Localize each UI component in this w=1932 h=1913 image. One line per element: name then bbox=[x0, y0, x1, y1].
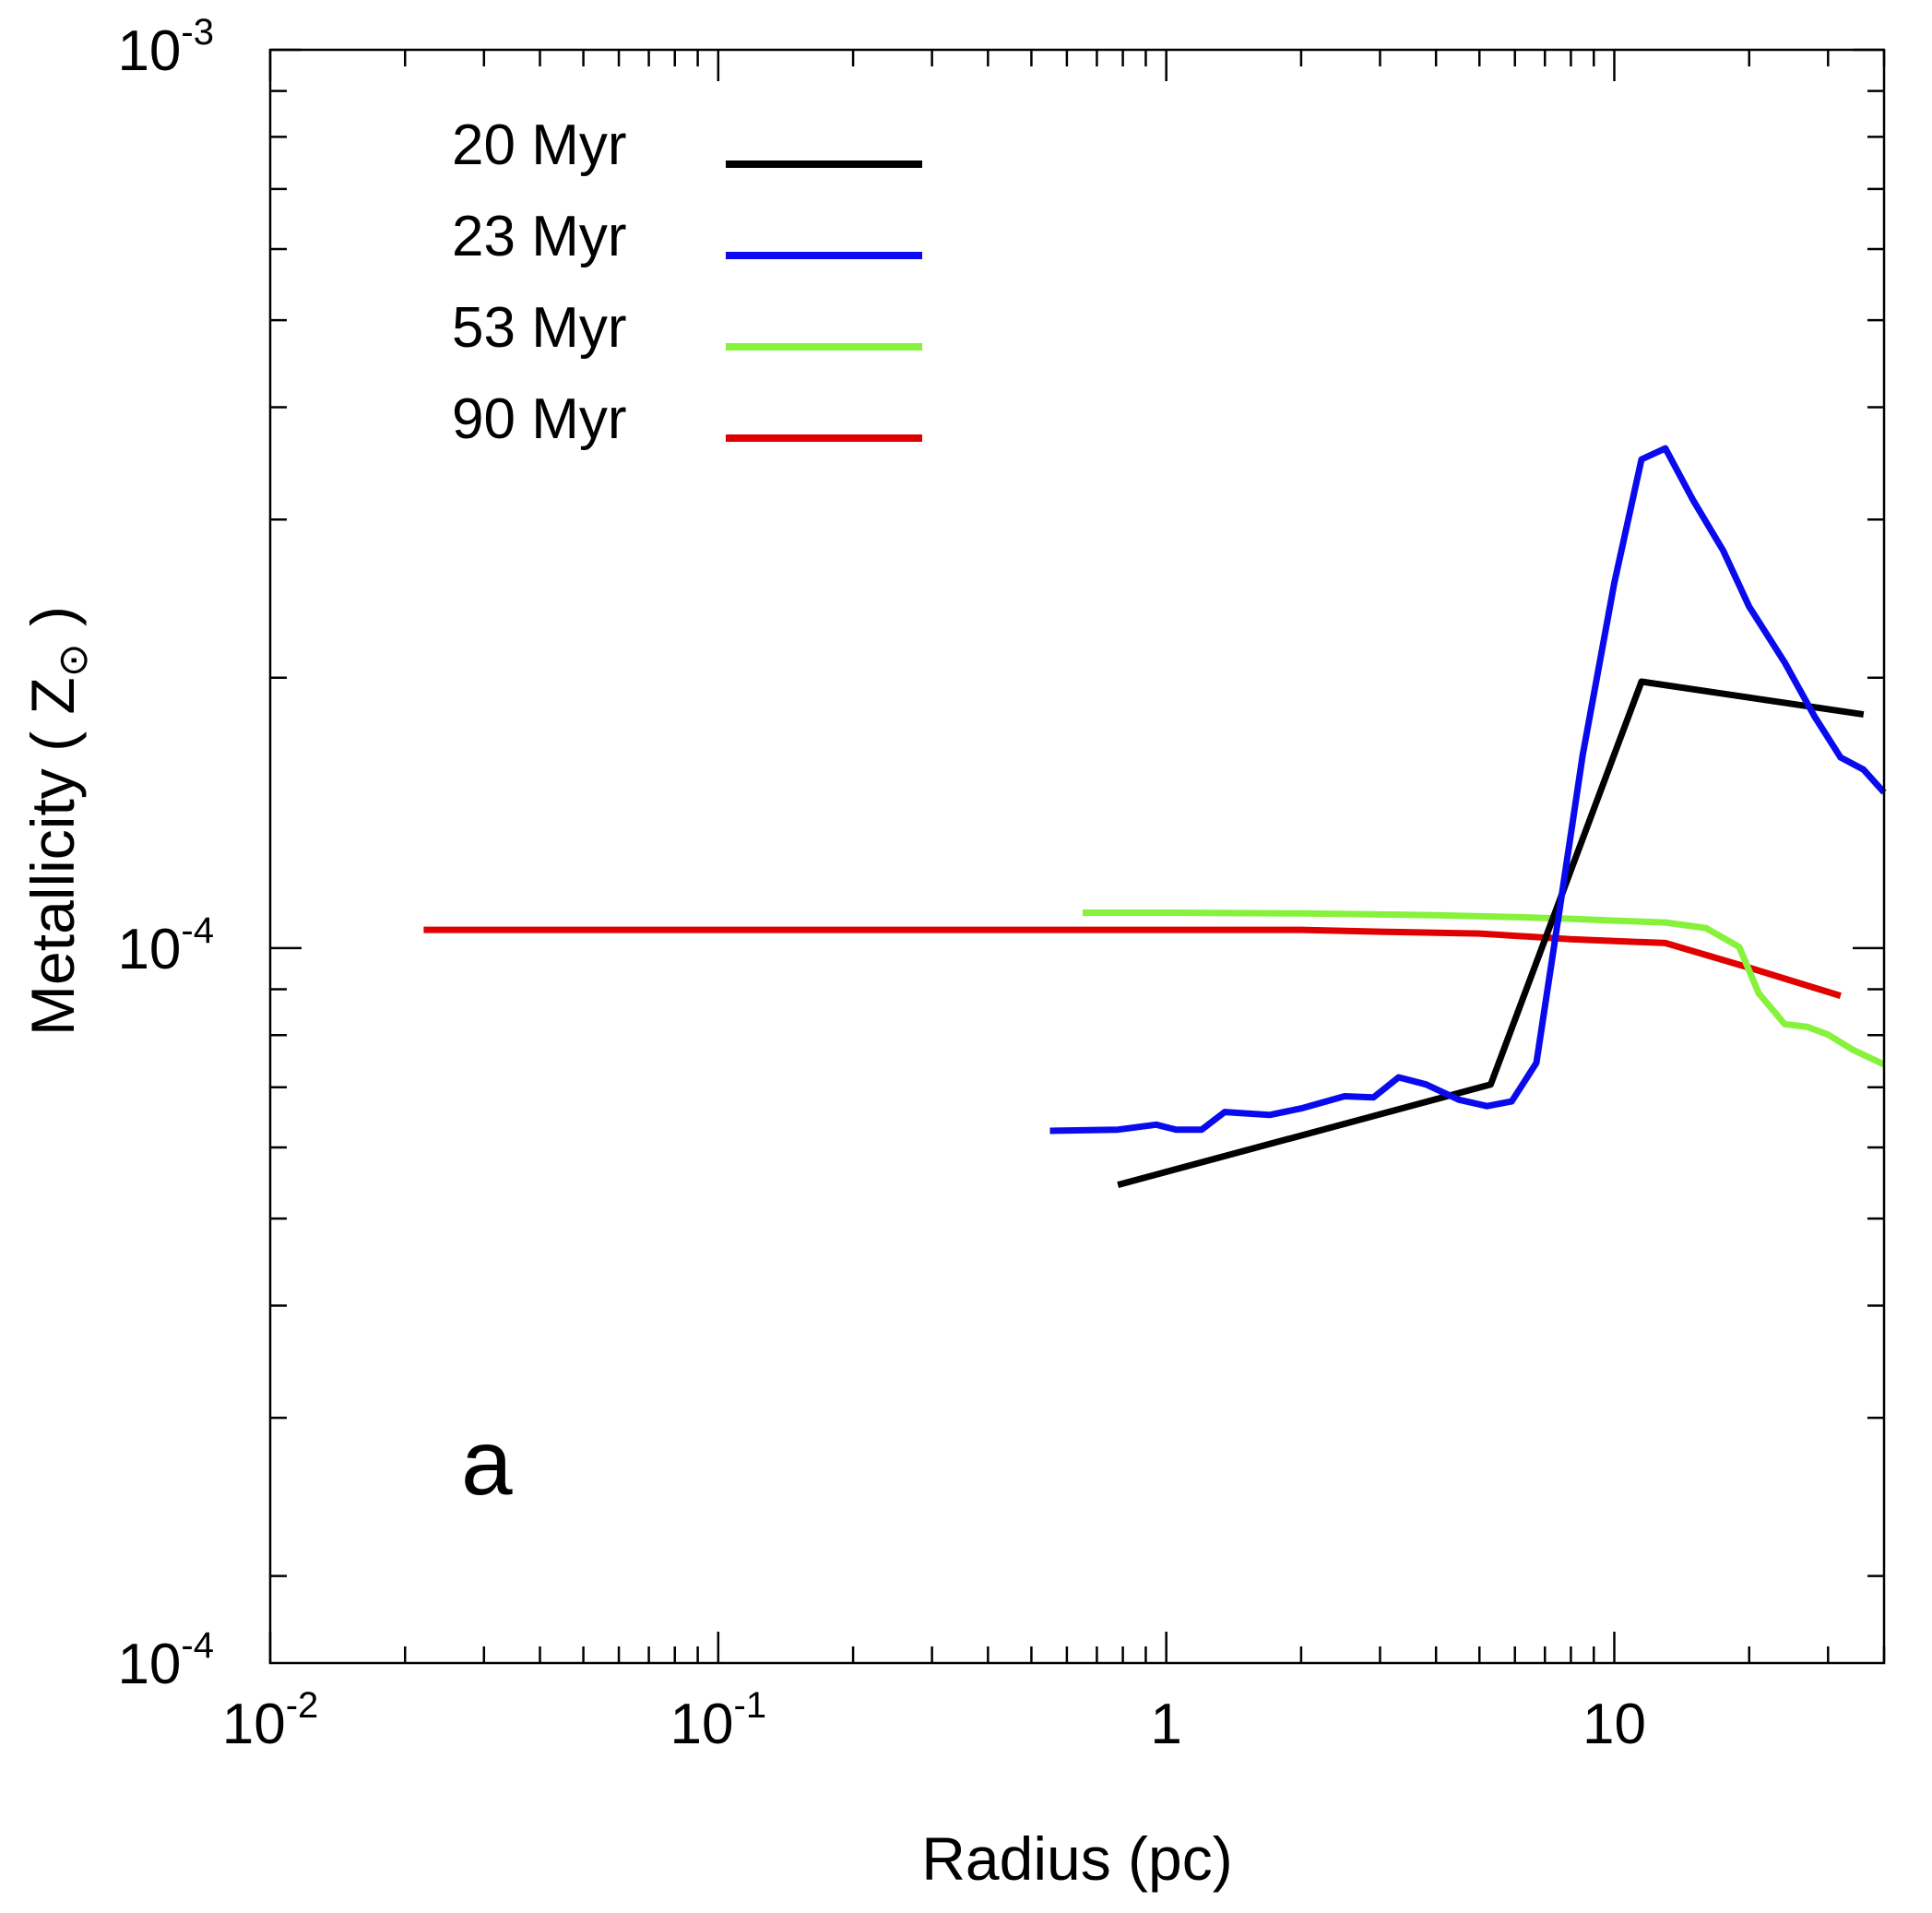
legend-label-23-myr: 23 Myr bbox=[452, 205, 626, 268]
x-tick-label: 10-1 bbox=[670, 1685, 767, 1756]
series-layer bbox=[423, 445, 1887, 1188]
series-line-90-myr bbox=[423, 926, 1842, 999]
legend: 20 Myr 23 Myr 53 Myr 90 Myr bbox=[452, 113, 922, 451]
x-tick-label-exponent: -2 bbox=[286, 1685, 319, 1726]
y-tick-label-base: 10 bbox=[117, 19, 181, 83]
y-tick-label: 10-4 bbox=[117, 910, 214, 981]
x-tick-labels: 10-2 10-1 1 10 bbox=[222, 1685, 1646, 1756]
y-axis-title: Metallicity ( Z⊙ ) bbox=[18, 606, 96, 1036]
y-tick-label-base: 10 bbox=[117, 1633, 181, 1696]
x-tick-label-base: 10 bbox=[222, 1693, 286, 1756]
y-tick-label-base: 10 bbox=[117, 918, 181, 981]
plot-frame bbox=[268, 48, 1886, 1665]
y-tick-label: 10-3 bbox=[117, 12, 214, 83]
x-tick-label-base: 10 bbox=[670, 1693, 734, 1756]
y-tick-label: 10-4 bbox=[117, 1625, 214, 1696]
legend-label-53-myr: 53 Myr bbox=[452, 296, 626, 360]
y-axis-title-text: Metallicity ( Z bbox=[18, 677, 87, 1036]
x-tick-label: 10 bbox=[1582, 1693, 1646, 1756]
legend-label-90-myr: 90 Myr bbox=[452, 387, 626, 451]
x-tick-label-base: 10 bbox=[1582, 1693, 1646, 1756]
y-tick-labels: 10-310-410-4 bbox=[117, 12, 214, 1696]
series-line-23-myr bbox=[1049, 445, 1887, 1135]
x-axis-title: Radius (pc) bbox=[921, 1824, 1232, 1893]
y-tick-label-exponent: -4 bbox=[181, 1625, 214, 1666]
x-tick-label-base: 1 bbox=[1150, 1693, 1181, 1756]
x-tick-label: 1 bbox=[1150, 1693, 1181, 1756]
y-tick-label-exponent: -3 bbox=[181, 12, 214, 53]
y-axis-title-close: ) bbox=[18, 606, 87, 643]
x-tick-label: 10-2 bbox=[222, 1685, 319, 1756]
legend-label-20-myr: 20 Myr bbox=[452, 113, 626, 177]
minor-ticks bbox=[270, 50, 1886, 1663]
x-tick-label-exponent: -1 bbox=[734, 1685, 767, 1726]
y-tick-label-exponent: -4 bbox=[181, 910, 214, 951]
series-line-53-myr bbox=[1082, 909, 1886, 1068]
y-axis-title-subscript: ⊙ bbox=[51, 643, 96, 677]
panel-label: a bbox=[461, 1411, 513, 1515]
